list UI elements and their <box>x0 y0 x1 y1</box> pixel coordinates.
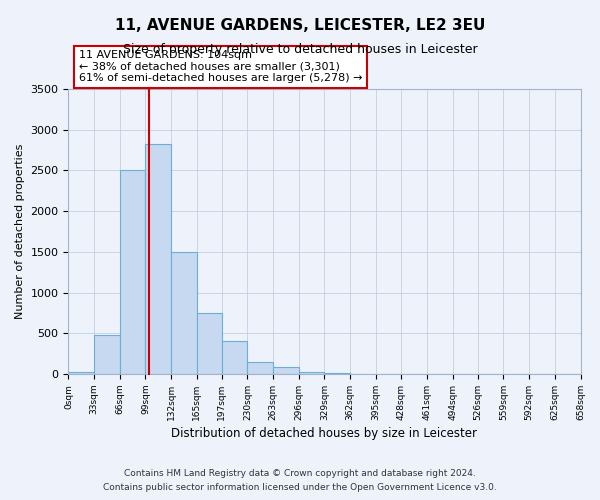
Bar <box>325 373 350 374</box>
Bar <box>299 372 325 374</box>
Text: Contains HM Land Registry data © Crown copyright and database right 2024.: Contains HM Land Registry data © Crown c… <box>124 468 476 477</box>
Text: 11 AVENUE GARDENS: 104sqm
← 38% of detached houses are smaller (3,301)
61% of se: 11 AVENUE GARDENS: 104sqm ← 38% of detac… <box>79 50 362 84</box>
Bar <box>171 252 197 374</box>
Bar <box>68 372 94 374</box>
Text: Size of property relative to detached houses in Leicester: Size of property relative to detached ho… <box>122 42 478 56</box>
Bar <box>247 362 273 374</box>
X-axis label: Distribution of detached houses by size in Leicester: Distribution of detached houses by size … <box>172 427 478 440</box>
Bar <box>94 335 120 374</box>
Bar <box>222 342 247 374</box>
Text: 11, AVENUE GARDENS, LEICESTER, LE2 3EU: 11, AVENUE GARDENS, LEICESTER, LE2 3EU <box>115 18 485 32</box>
Bar <box>197 313 222 374</box>
Y-axis label: Number of detached properties: Number of detached properties <box>15 144 25 319</box>
Bar <box>145 144 171 374</box>
Bar <box>273 368 299 374</box>
Bar <box>120 170 145 374</box>
Text: Contains public sector information licensed under the Open Government Licence v3: Contains public sector information licen… <box>103 484 497 492</box>
